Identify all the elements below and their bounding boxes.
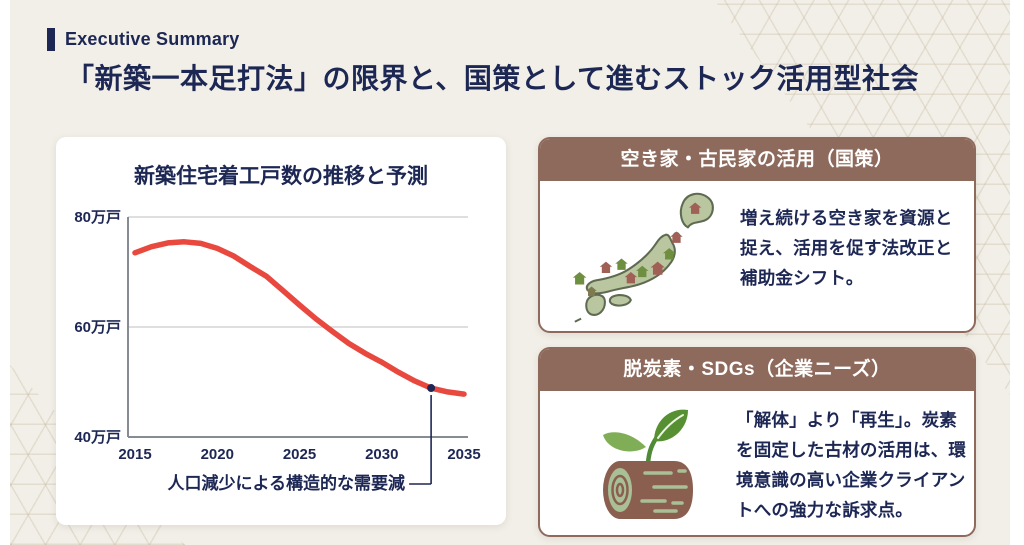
housing-starts-chart-card: 80万戸 60万戸 40万戸 2015 2020 2025 2030 2035 人口減少による…: [56, 137, 506, 525]
chart-annotation-connector: [409, 384, 436, 485]
chart-series: [132, 239, 467, 397]
vacant-house-card-body: 増え続ける空き家を資源と捉え、活用を促す法改正と補助金シフト。: [540, 181, 974, 331]
chart-annotation-label: 人口減少による構造的な需要減: [168, 473, 406, 493]
x-tick-label: 2025: [283, 446, 316, 463]
decarbonization-card-body: 「解体」より「再生」。炭素を固定した古材の活用は、環境意識の高い企業クライアント…: [540, 391, 974, 535]
vacant-house-card-text: 増え続ける空き家を資源と捉え、活用を促す法改正と補助金シフト。: [740, 208, 953, 288]
housing-starts-curve: [132, 239, 467, 397]
chart-gridlines: [127, 216, 468, 438]
x-tick-label: 2015: [118, 446, 151, 463]
left-leaf: [603, 432, 646, 452]
y-tick-label: 80万戸: [74, 209, 121, 226]
vacant-house-card-header: 空き家・古民家の活用（国策）: [540, 139, 974, 181]
x-tick-label: 2035: [447, 446, 480, 463]
y-tick-label: 60万戸: [74, 319, 121, 336]
accent-bar: [47, 28, 55, 51]
x-tick-label: 2020: [201, 446, 234, 463]
page-title: 「新築一本足打法」の限界と、国策として進むストック活用型社会: [66, 63, 920, 94]
slide-header: Executive Summary: [47, 28, 240, 51]
vacant-house-card: 空き家・古民家の活用（国策）: [538, 137, 976, 333]
log-grain: [640, 469, 688, 513]
y-tick-label: 40万戸: [74, 429, 121, 446]
slide: Executive Summary 「新築一本足打法」の限界と、国策として進むス…: [10, 0, 1010, 545]
chart-title: 新築住宅着工戸数の推移と予測: [134, 165, 428, 188]
decarbonization-card-header: 脱炭素・SDGs（企業ニーズ）: [540, 349, 974, 391]
decarbonization-card: 脱炭素・SDGs（企業ニーズ） 「解体」より「再生」。炭素を固定した古材の活用は…: [538, 347, 976, 537]
annotation-marker-dot: [427, 384, 436, 393]
x-tick-label: 2030: [365, 446, 398, 463]
decarbonization-card-text: 「解体」より「再生」。炭素を固定した古材の活用は、環境意識の高い企業クライアント…: [736, 410, 967, 520]
eyebrow-label: Executive Summary: [65, 29, 240, 49]
japan-map-icon: [572, 192, 714, 323]
log-with-sprout-icon: [603, 409, 693, 519]
